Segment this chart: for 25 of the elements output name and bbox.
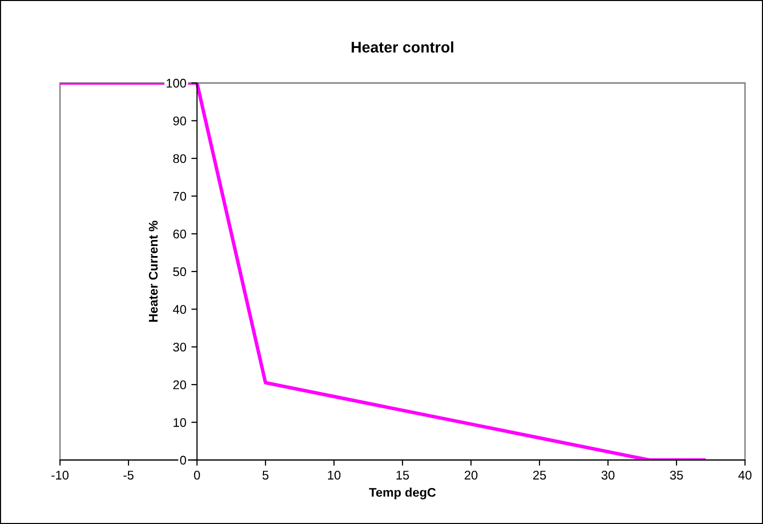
y-tick-label: 50: [173, 267, 186, 276]
x-tick-label: 40: [738, 470, 752, 480]
x-tick-label: -10: [52, 470, 69, 480]
y-tick-label: 60: [173, 230, 186, 238]
y-tick-label: 30: [173, 342, 186, 352]
x-tick-label: 0: [194, 470, 200, 480]
y-tick-label: 70: [173, 192, 186, 201]
y-tick-label: 20: [173, 380, 186, 390]
x-tick-label: -5: [124, 470, 134, 480]
y-tick-label: 80: [173, 154, 186, 164]
y-tick-label: 0: [180, 456, 186, 465]
y-tick-label: 40: [172, 305, 186, 314]
x-tick-label: 20: [464, 470, 478, 480]
x-tick-label: 10: [328, 470, 340, 480]
y-tick-label: 10: [174, 418, 186, 427]
x-tick-label: 35: [670, 470, 683, 480]
y-axis-title: Heater Current %: [148, 220, 158, 322]
x-tick-label: 30: [602, 470, 614, 480]
x-tick-label: 25: [533, 470, 546, 480]
x-tick-label: 15: [396, 470, 409, 480]
y-tick-label: 90: [173, 116, 186, 126]
x-axis-title: Temp degC: [369, 488, 436, 500]
y-tick-label: 100: [166, 78, 186, 88]
chart-title: Heater control: [352, 41, 454, 53]
x-tick-label: 5: [262, 470, 268, 480]
